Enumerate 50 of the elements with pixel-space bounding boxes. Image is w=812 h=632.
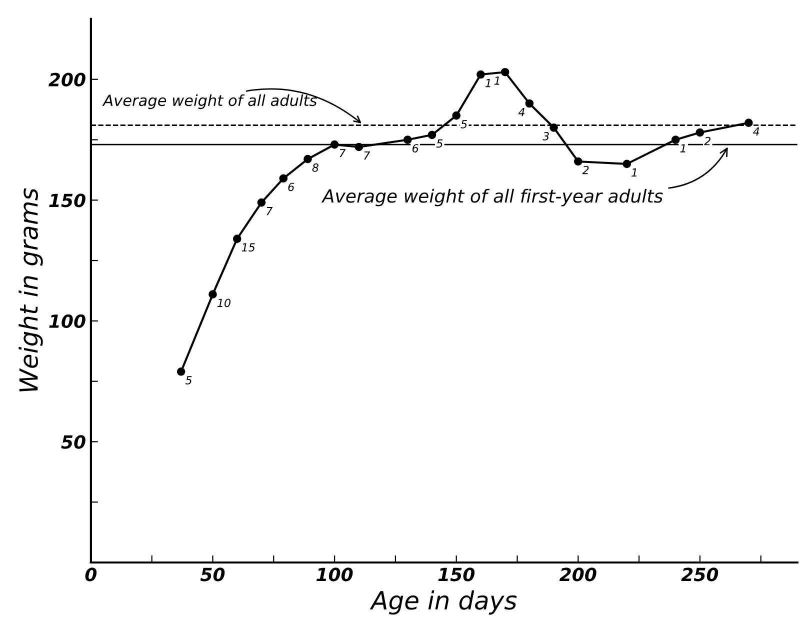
text: 1 xyxy=(494,76,500,85)
text: 15 xyxy=(242,243,255,252)
text: 2 xyxy=(582,166,589,174)
x-tick-label: 200 xyxy=(559,568,596,582)
point xyxy=(232,234,242,243)
point xyxy=(525,99,534,108)
point xyxy=(452,111,461,120)
text: 7 xyxy=(340,149,346,158)
text: 3 xyxy=(542,132,549,140)
x-tick-label: 150 xyxy=(438,568,475,582)
point xyxy=(476,70,485,79)
text: 4 xyxy=(518,108,524,116)
ref-line-label: Average weight of all adults xyxy=(102,94,317,110)
ref-line-label: Average weight of all first-year adults xyxy=(321,188,663,206)
text: 2 xyxy=(704,136,710,146)
x-tick-label: 0 xyxy=(85,568,97,582)
text: 5 xyxy=(436,139,443,148)
y-tick-label: 150 xyxy=(49,194,86,208)
text: 8 xyxy=(312,163,318,172)
x-tick-label: 50 xyxy=(200,568,225,582)
text: 1 xyxy=(485,79,490,88)
point xyxy=(622,160,632,168)
point xyxy=(279,174,288,183)
text: 1 xyxy=(632,168,636,177)
text: 6 xyxy=(412,144,418,153)
point xyxy=(696,128,704,137)
text: 4 xyxy=(753,127,760,136)
y-tick-label: 100 xyxy=(49,314,86,328)
x-tick-label: 250 xyxy=(681,568,718,582)
point xyxy=(500,68,510,76)
y-tick-label: 200 xyxy=(48,72,86,86)
text: 10 xyxy=(217,298,230,308)
point xyxy=(671,136,680,144)
y-tick-label: 50 xyxy=(61,435,86,449)
x-axis-title: Age in days xyxy=(370,590,517,615)
text: 1 xyxy=(680,144,686,152)
text: 5 xyxy=(460,120,467,128)
point xyxy=(428,130,436,140)
point xyxy=(304,154,312,164)
point xyxy=(176,367,186,376)
text: 7 xyxy=(364,152,370,160)
text: 7 xyxy=(266,207,273,216)
y-axis-title: Weight in grams xyxy=(18,188,43,392)
point xyxy=(208,290,217,299)
x-tick-label: 100 xyxy=(316,568,353,582)
text: 5 xyxy=(185,376,192,384)
point xyxy=(403,136,412,144)
point xyxy=(257,198,266,207)
point xyxy=(574,157,582,166)
text: 6 xyxy=(288,182,294,192)
